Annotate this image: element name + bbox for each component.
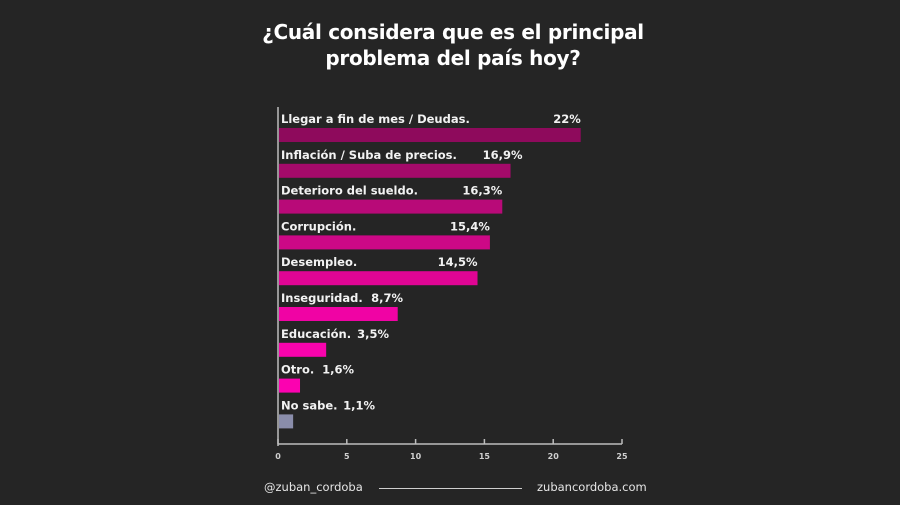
bar — [279, 378, 301, 393]
value-label: 3,5% — [357, 327, 389, 341]
category-label: Llegar a fin de mes / Deudas. — [281, 112, 470, 126]
bar — [279, 235, 490, 250]
value-label: 15,4% — [450, 219, 490, 233]
bar — [279, 342, 327, 357]
title-line-2: problema del país hoy? — [325, 46, 581, 70]
value-label: 14,5% — [438, 255, 478, 269]
bar — [279, 307, 398, 321]
bar — [279, 199, 503, 214]
category-label: Inflación / Suba de precios. — [281, 148, 457, 162]
title-line-1: ¿Cuál considera que es el principal — [262, 20, 644, 44]
x-tick-label: 15 — [479, 452, 491, 461]
category-label: Otro. — [281, 363, 314, 377]
x-tick-label: 5 — [344, 452, 350, 461]
category-label: Educación. — [281, 327, 351, 341]
x-tick-label: 10 — [410, 452, 422, 461]
value-label: 16,3% — [462, 184, 502, 198]
category-label: Desempleo. — [281, 255, 357, 269]
value-label: 16,9% — [483, 148, 523, 162]
value-label: 1,1% — [343, 398, 375, 412]
x-tick-label: 25 — [616, 452, 628, 461]
bar — [279, 271, 478, 286]
footer-handle: @zuban_cordoba — [264, 480, 363, 494]
category-label: Deterioro del sueldo. — [281, 184, 418, 198]
x-tick-label: 0 — [275, 452, 281, 461]
footer-website: zubancordoba.com — [537, 480, 647, 494]
chart-title: ¿Cuál considera que es el principal prob… — [200, 19, 706, 71]
x-tick-label: 20 — [548, 452, 560, 461]
value-label: 22% — [553, 112, 581, 126]
bar — [279, 163, 511, 178]
footer-divider — [379, 488, 522, 489]
category-label: Inseguridad. — [281, 291, 363, 305]
bar — [279, 414, 294, 429]
value-label: 1,6% — [322, 363, 354, 377]
category-label: No sabe. — [281, 398, 338, 412]
category-label: Corrupción. — [281, 219, 356, 233]
value-label: 8,7% — [371, 291, 403, 305]
bar — [279, 128, 581, 142]
